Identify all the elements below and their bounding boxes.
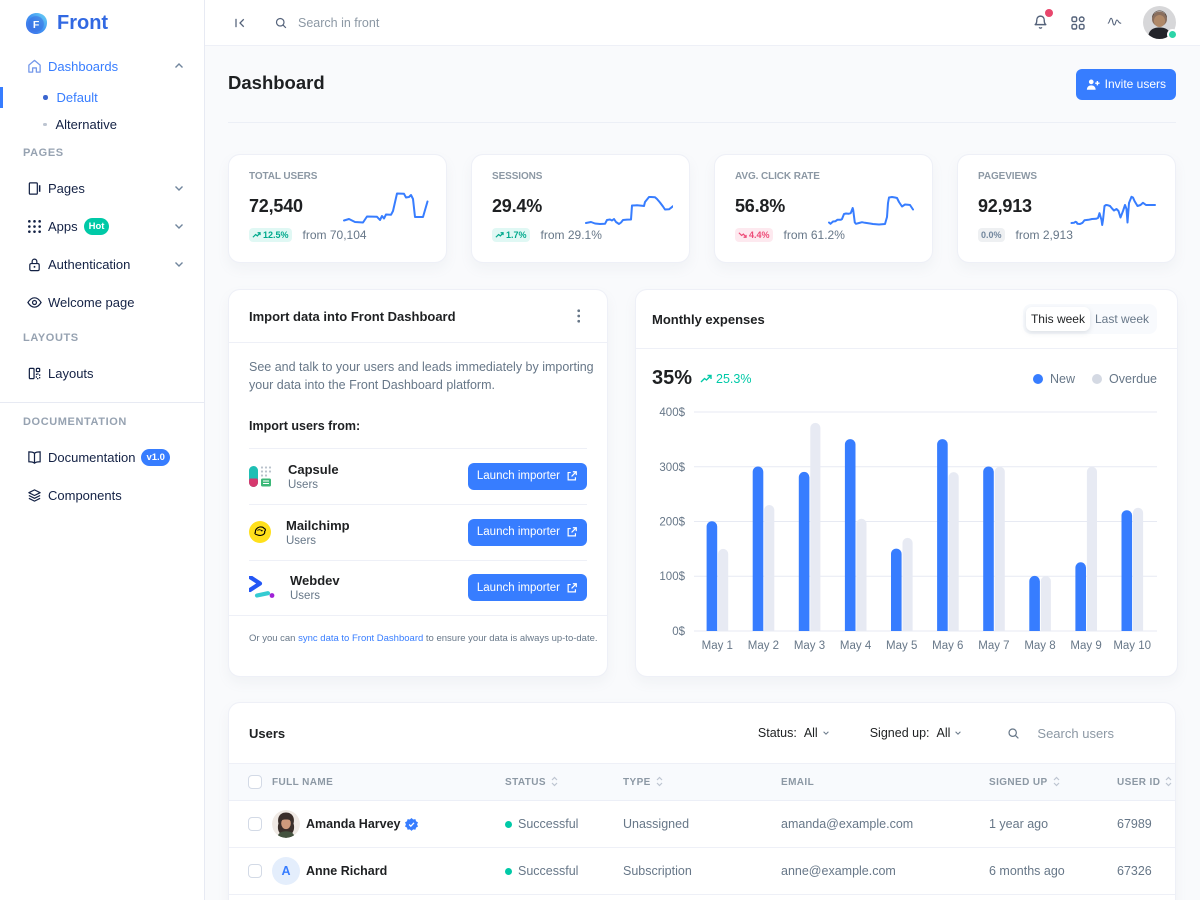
svg-text:May 9: May 9 [1070, 640, 1101, 652]
svg-text:F: F [33, 18, 40, 30]
svg-text:May 5: May 5 [886, 640, 917, 652]
svg-text:400$: 400$ [659, 407, 685, 419]
svg-text:0$: 0$ [672, 626, 685, 638]
svg-text:100$: 100$ [659, 571, 685, 583]
svg-text:May 2: May 2 [748, 640, 779, 652]
svg-text:May 1: May 1 [702, 640, 733, 652]
svg-text:May 3: May 3 [794, 640, 825, 652]
svg-text:May 7: May 7 [978, 640, 1009, 652]
svg-text:300$: 300$ [659, 462, 685, 474]
svg-text:May 10: May 10 [1113, 640, 1151, 652]
svg-text:May 8: May 8 [1024, 640, 1055, 652]
svg-text:200$: 200$ [659, 517, 685, 529]
svg-text:May 4: May 4 [840, 640, 872, 652]
svg-text:May 6: May 6 [932, 640, 963, 652]
